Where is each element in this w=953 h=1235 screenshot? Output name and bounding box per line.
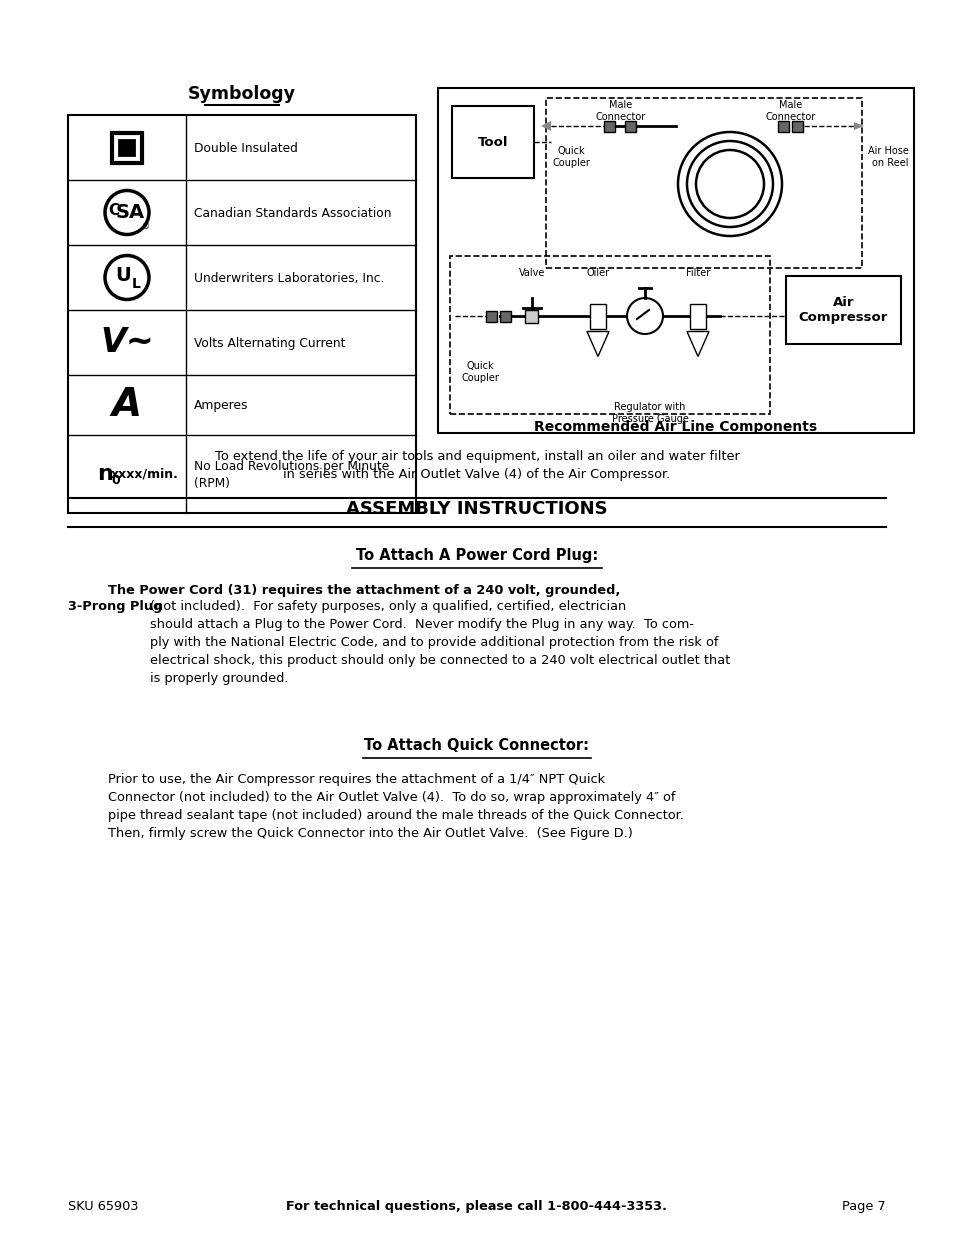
Circle shape	[105, 256, 149, 300]
Text: U: U	[115, 266, 131, 285]
Text: Valve: Valve	[518, 268, 544, 278]
Bar	[525, 310, 537, 322]
Text: Amperes: Amperes	[193, 399, 248, 412]
Text: No Load Revolutions per Minute
(RPM): No Load Revolutions per Minute (RPM)	[193, 459, 389, 490]
Text: Tool: Tool	[477, 136, 508, 148]
Text: Regulator with
Pressure Gauge: Regulator with Pressure Gauge	[611, 403, 688, 424]
Text: SKU 65903: SKU 65903	[68, 1200, 138, 1213]
Bar	[450, 256, 769, 414]
Text: Page 7: Page 7	[841, 1200, 885, 1213]
Text: n: n	[97, 464, 112, 484]
Text: Symbology: Symbology	[188, 85, 295, 103]
Bar	[589, 304, 605, 329]
Bar	[625, 121, 636, 131]
Text: For technical questions, please call 1-800-444-3353.: For technical questions, please call 1-8…	[286, 1200, 667, 1213]
Text: Underwriters Laboratories, Inc.: Underwriters Laboratories, Inc.	[193, 272, 384, 285]
Text: To extend the life of your air tools and equipment, install an oiler and water f: To extend the life of your air tools and…	[214, 450, 739, 480]
Bar	[545, 98, 862, 268]
Text: Male
Connector: Male Connector	[596, 100, 645, 121]
Text: Quick
Coupler: Quick Coupler	[552, 146, 589, 168]
Text: Prior to use, the Air Compressor requires the attachment of a 1/4″ NPT Quick
Con: Prior to use, the Air Compressor require…	[108, 773, 683, 840]
Bar	[437, 88, 913, 433]
Text: To Attach Quick Connector:: To Attach Quick Connector:	[364, 739, 589, 753]
Text: (not included).  For safety purposes, only a qualified, certified, electrician
s: (not included). For safety purposes, onl…	[150, 600, 729, 685]
Polygon shape	[540, 121, 551, 131]
Bar	[792, 121, 802, 131]
Text: Double Insulated: Double Insulated	[193, 142, 297, 156]
Bar	[112, 132, 142, 163]
Text: To Attach A Power Cord Plug:: To Attach A Power Cord Plug:	[355, 548, 598, 563]
Text: Canadian Standards Association: Canadian Standards Association	[193, 207, 391, 220]
Text: Male
Connector: Male Connector	[765, 100, 815, 121]
Text: Air Hose
on Reel: Air Hose on Reel	[867, 146, 908, 168]
Bar	[68, 115, 416, 513]
Text: Volts Alternating Current: Volts Alternating Current	[193, 337, 345, 350]
Text: L: L	[132, 277, 140, 290]
Text: The Power Cord (31) requires the attachment of a 240 volt, grounded,: The Power Cord (31) requires the attachm…	[108, 584, 619, 597]
Bar	[689, 304, 705, 329]
Text: Recommended Air Line Components: Recommended Air Line Components	[534, 420, 817, 433]
Bar	[500, 310, 511, 321]
Bar	[778, 121, 789, 131]
Text: Oiler: Oiler	[586, 268, 609, 278]
Circle shape	[626, 298, 662, 333]
Text: Air
Compressor: Air Compressor	[798, 295, 887, 325]
Bar	[119, 140, 134, 156]
Bar	[452, 106, 534, 178]
Text: V~: V~	[100, 326, 153, 359]
Bar	[486, 310, 497, 321]
Text: Quick
Coupler: Quick Coupler	[460, 361, 498, 383]
Text: ®: ®	[142, 222, 150, 231]
Text: xxxx/min.: xxxx/min.	[111, 468, 179, 480]
Text: C: C	[109, 203, 119, 219]
Polygon shape	[853, 122, 863, 130]
Text: A: A	[112, 387, 142, 424]
Text: SA: SA	[115, 203, 145, 222]
Bar	[785, 275, 900, 345]
Polygon shape	[686, 331, 708, 357]
Circle shape	[105, 190, 149, 235]
Text: 3-Prong Plug: 3-Prong Plug	[68, 600, 162, 613]
Text: ASSEMBLY INSTRUCTIONS: ASSEMBLY INSTRUCTIONS	[346, 500, 607, 517]
Polygon shape	[586, 331, 608, 357]
Text: 0: 0	[112, 474, 120, 488]
Text: Filter: Filter	[685, 268, 709, 278]
Bar	[604, 121, 615, 131]
